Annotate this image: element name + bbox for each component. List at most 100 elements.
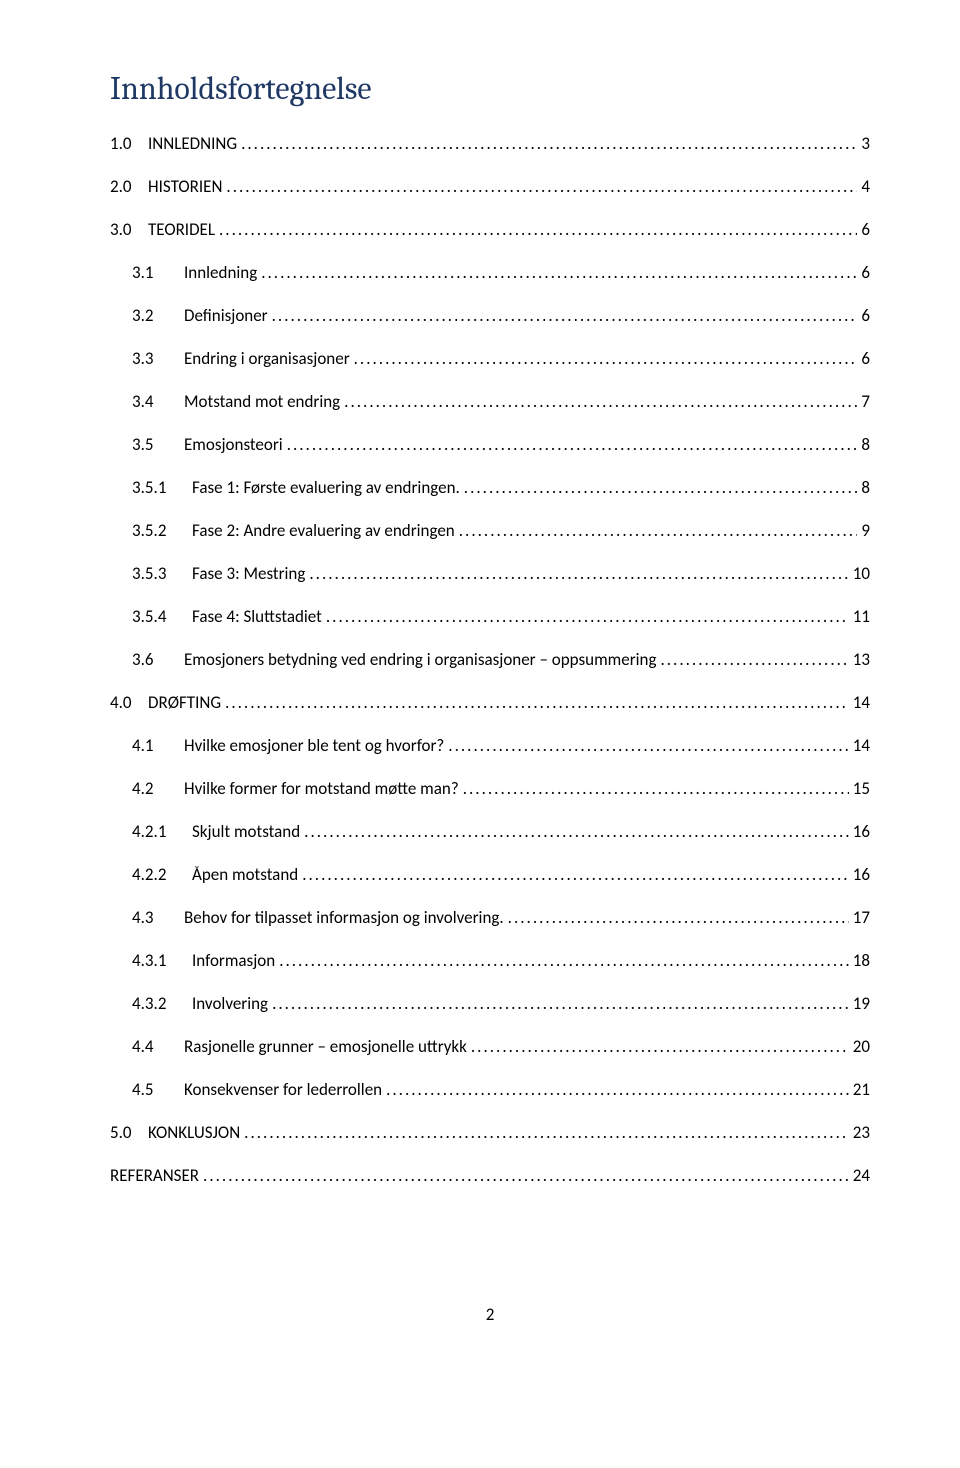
toc-entry: 3.4Motstand mot endring.................… <box>132 393 870 410</box>
toc-entry: 4.3.2Involvering........................… <box>132 995 870 1012</box>
toc-entry: 4.5Konsekvenser for lederrollen.........… <box>132 1081 870 1098</box>
toc-entry-number: 3.5.1 <box>132 479 192 496</box>
toc-entry-number: 4.3 <box>132 909 184 926</box>
toc-entry: 4.2Hvilke former for motstand møtte man?… <box>132 780 870 797</box>
toc-entry-label: Motstand mot endring <box>184 393 340 410</box>
toc-entry: 3.5Emosjonsteori........................… <box>132 436 870 453</box>
toc-entry-page: 8 <box>857 479 870 496</box>
toc-entry-page: 7 <box>857 393 870 410</box>
toc-leader-dots: ........................................… <box>322 608 849 625</box>
toc-leader-dots: ........................................… <box>215 221 857 238</box>
toc-entry: 3.3Endring i organisasjoner.............… <box>132 350 870 367</box>
toc-leader-dots: ........................................… <box>455 522 858 539</box>
toc-entry: 3.5.1Fase 1: Første evaluering av endrin… <box>132 479 870 496</box>
toc-leader-dots: ........................................… <box>460 479 858 496</box>
toc-entry-label: Rasjonelle grunner – emosjonelle uttrykk <box>184 1038 467 1055</box>
toc-entry-label: Fase 1: Første evaluering av endringen. <box>192 479 460 496</box>
toc-leader-dots: ........................................… <box>222 178 857 195</box>
toc-entry: 4.2.2Åpen motstand......................… <box>132 866 870 883</box>
toc-entry-page: 11 <box>849 608 870 625</box>
toc-leader-dots: ........................................… <box>283 436 858 453</box>
toc-entry-page: 3 <box>857 135 870 152</box>
toc-entry-page: 19 <box>849 995 870 1012</box>
toc-leader-dots: ........................................… <box>300 823 849 840</box>
toc-entry-label: Fase 3: Mestring <box>192 565 305 582</box>
toc-entry: 5.0KONKLUSJON...........................… <box>110 1124 870 1141</box>
toc-entry-number: 3.0 <box>110 221 148 238</box>
toc-entry-label: Innledning <box>184 264 257 281</box>
toc-leader-dots: ........................................… <box>340 393 857 410</box>
toc-entry-page: 24 <box>849 1167 870 1184</box>
toc-entry-number: 4.0 <box>110 694 148 711</box>
toc-entry-label: Definisjoner <box>184 307 268 324</box>
toc-leader-dots: ........................................… <box>298 866 849 883</box>
toc-entry-page: 6 <box>857 264 870 281</box>
toc-entry-page: 4 <box>857 178 870 195</box>
toc-entry-label: INNLEDNING <box>148 135 237 152</box>
toc-entry-number: 3.5.3 <box>132 565 192 582</box>
toc-entry: 3.5.2Fase 2: Andre evaluering av endring… <box>132 522 870 539</box>
toc-entry: 4.4Rasjonelle grunner – emosjonelle uttr… <box>132 1038 870 1055</box>
toc-entry: 4.3Behov for tilpasset informasjon og in… <box>132 909 870 926</box>
toc-leader-dots: ........................................… <box>240 1124 849 1141</box>
toc-entry-page: 20 <box>849 1038 870 1055</box>
toc-entry-page: 16 <box>849 866 870 883</box>
toc-entry-label: Involvering <box>192 995 268 1012</box>
toc-entry: 4.0DRØFTING.............................… <box>110 694 870 711</box>
toc-entry-number: 4.2.2 <box>132 866 192 883</box>
toc-entry-label: Emosjoners betydning ved endring i organ… <box>184 651 656 668</box>
toc-entry: 4.2.1Skjult motstand....................… <box>132 823 870 840</box>
toc-entry-page: 15 <box>849 780 870 797</box>
toc-entry-number: 2.0 <box>110 178 148 195</box>
toc-leader-dots: ........................................… <box>275 952 849 969</box>
toc-entry-label: Konsekvenser for lederrollen <box>184 1081 382 1098</box>
toc-entry-page: 6 <box>857 307 870 324</box>
toc-entry-label: Åpen motstand <box>192 866 298 883</box>
toc-entry-page: 14 <box>849 694 870 711</box>
toc-entry-label: DRØFTING <box>148 694 221 711</box>
toc-leader-dots: ........................................… <box>656 651 848 668</box>
toc-entry: 1.0INNLEDNING...........................… <box>110 135 870 152</box>
toc-entry-page: 14 <box>849 737 870 754</box>
toc-entry-page: 21 <box>849 1081 870 1098</box>
toc-entry: 3.1Innledning...........................… <box>132 264 870 281</box>
toc-entry-label: Fase 4: Sluttstadiet <box>192 608 322 625</box>
toc-entry-label: Endring i organisasjoner <box>184 350 350 367</box>
toc-leader-dots: ........................................… <box>305 565 848 582</box>
toc-entry-number: 3.5.4 <box>132 608 192 625</box>
toc-entry-label: Emosjonsteori <box>184 436 283 453</box>
toc-entry-label: Behov for tilpasset informasjon og invol… <box>184 909 504 926</box>
toc-entry-label: Informasjon <box>192 952 275 969</box>
toc-entry-number: 3.1 <box>132 264 184 281</box>
toc-entry-number: 4.4 <box>132 1038 184 1055</box>
toc-entry-number: 3.2 <box>132 307 184 324</box>
toc-entry-page: 6 <box>857 221 870 238</box>
toc-entry-label: HISTORIEN <box>148 178 222 195</box>
toc-entry-number: 4.1 <box>132 737 184 754</box>
toc-entry-number: 3.4 <box>132 393 184 410</box>
toc-entry-page: 9 <box>857 522 870 539</box>
toc-entry-number: 4.2.1 <box>132 823 192 840</box>
toc-entry-page: 23 <box>849 1124 870 1141</box>
toc-entry-label: TEORIDEL <box>148 221 215 238</box>
toc-leader-dots: ........................................… <box>459 780 849 797</box>
toc-entry-page: 10 <box>849 565 870 582</box>
toc-entry: 3.0TEORIDEL.............................… <box>110 221 870 238</box>
toc-entry-number: 1.0 <box>110 135 148 152</box>
toc-entry-page: 17 <box>849 909 870 926</box>
toc-entry: 3.2Definisjoner.........................… <box>132 307 870 324</box>
toc-entry-number: 4.3.2 <box>132 995 192 1012</box>
toc-leader-dots: ........................................… <box>237 135 857 152</box>
page-title: Innholdsfortegnelse <box>110 70 870 107</box>
toc-leader-dots: ........................................… <box>467 1038 849 1055</box>
toc-leader-dots: ........................................… <box>444 737 848 754</box>
toc-entry: REFERANSER..............................… <box>110 1167 870 1184</box>
toc-leader-dots: ........................................… <box>199 1167 849 1184</box>
toc-entry-page: 18 <box>849 952 870 969</box>
toc-entry-number: 3.5.2 <box>132 522 192 539</box>
toc-entry: 4.3.1Informasjon........................… <box>132 952 870 969</box>
toc-leader-dots: ........................................… <box>268 307 858 324</box>
table-of-contents: 1.0INNLEDNING...........................… <box>110 135 870 1184</box>
toc-leader-dots: ........................................… <box>504 909 849 926</box>
page-number: 2 <box>110 1304 870 1325</box>
